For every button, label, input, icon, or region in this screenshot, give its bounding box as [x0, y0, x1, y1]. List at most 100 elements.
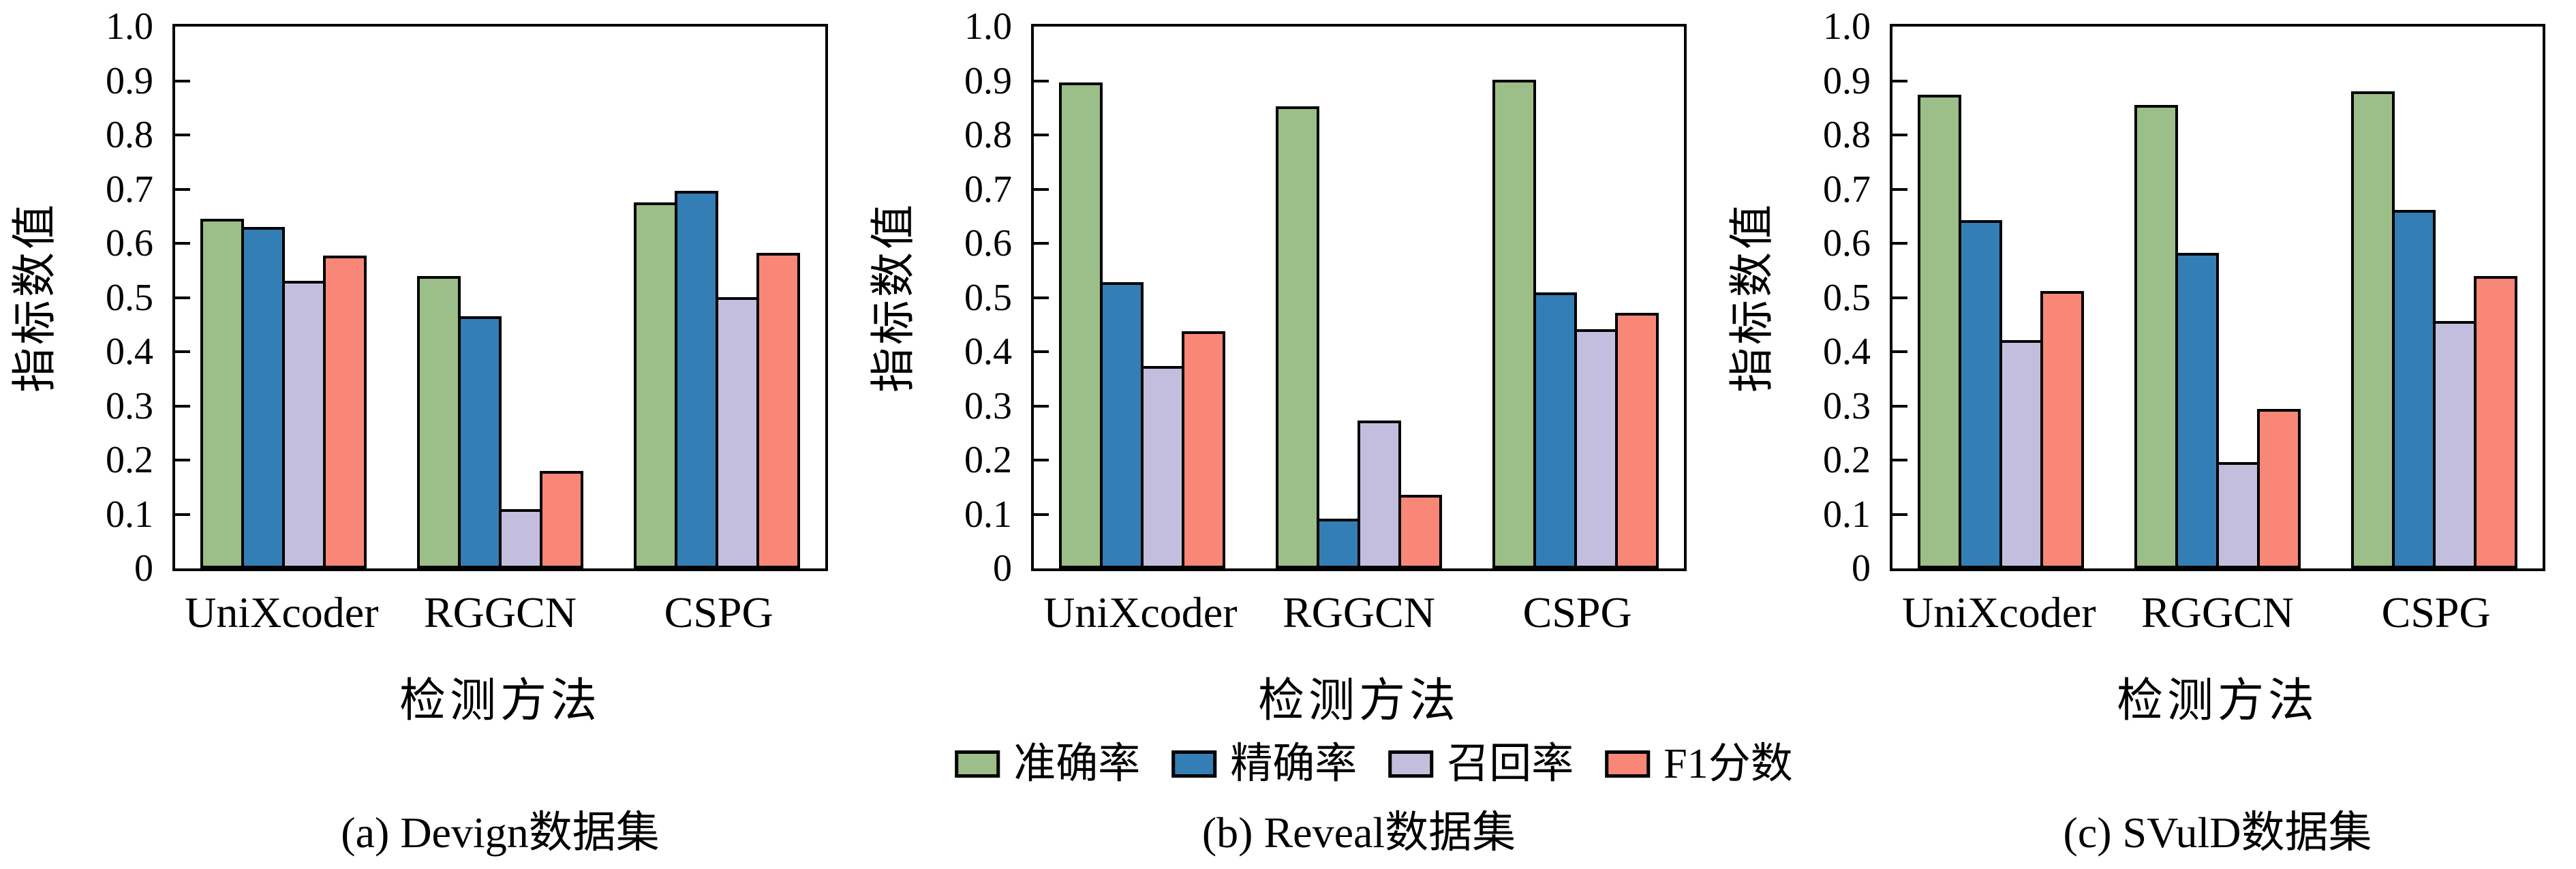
y-tick-label: 0.4: [964, 331, 1012, 373]
legend-item-f1: F1分数: [1605, 741, 1793, 787]
y-tick-label: 0.4: [106, 331, 153, 373]
x-tick-label: UniXcoder: [1902, 588, 2096, 637]
bar-UniXcoder-准确率: [1059, 82, 1103, 568]
y-tick-label: 0.6: [106, 222, 153, 264]
y-tick-mark: [175, 513, 190, 516]
bar-RGGCN-召回率: [1358, 421, 1401, 568]
y-tick-labels: 1.0 0.9 0.8 0.7 0.6 0.5 0.4 0.3 0.2 0.1 0: [1717, 0, 1871, 613]
y-tick-mark: [1892, 404, 1907, 408]
x-tick-label: UniXcoder: [1043, 588, 1238, 637]
bar-UniXcoder-精确率: [1959, 220, 2002, 568]
panel-caption: (c) SVulD数据集: [2063, 808, 2372, 857]
bar-UniXcoder-F1分数: [323, 256, 367, 568]
bar-UniXcoder-召回率: [1141, 366, 1184, 568]
y-tick-label: 0.3: [106, 384, 153, 427]
y-tick-labels: 1.0 0.9 0.8 0.7 0.6 0.5 0.4 0.3 0.2 0.1 0: [859, 0, 1012, 613]
y-tick-label: 0.2: [1823, 439, 1871, 481]
x-tick-label: RGGCN: [1282, 588, 1436, 637]
bar-RGGCN-F1分数: [2257, 409, 2301, 568]
y-tick-label: 0.9: [964, 59, 1012, 102]
bar-RGGCN-召回率: [2216, 462, 2260, 568]
legend-label-recall: 召回率: [1447, 741, 1574, 787]
panel-svuld: 指标数值 1.0 0.9 0.8 0.7 0.6 0.5 0.4 0.3 0.2 0.1 0 Uni…: [1717, 0, 2576, 869]
y-tick-label: 0.8: [964, 114, 1012, 156]
bar-UniXcoder-F1分数: [1182, 331, 1225, 568]
bar-CSPG-召回率: [2433, 321, 2477, 568]
y-tick-label: 0.7: [106, 168, 153, 211]
y-tick-label: 0: [134, 547, 153, 590]
y-tick-label: 0.7: [1823, 168, 1871, 211]
bar-UniXcoder-精确率: [1100, 282, 1144, 568]
plot-area: [172, 24, 828, 571]
legend-swatch-f1: [1605, 750, 1651, 778]
legend-item-recall: 召回率: [1388, 743, 1574, 785]
bar-RGGCN-准确率: [1276, 106, 1319, 568]
y-tick-mark: [1034, 350, 1049, 353]
x-tick-label: RGGCN: [423, 588, 577, 637]
y-tick-label: 1.0: [106, 5, 153, 48]
y-tick-labels: 1.0 0.9 0.8 0.7 0.6 0.5 0.4 0.3 0.2 0.1 0: [0, 0, 153, 613]
y-tick-label: 0.4: [1823, 331, 1871, 373]
y-tick-label: 0.8: [106, 114, 153, 156]
bar-CSPG-精确率: [2392, 210, 2436, 568]
x-axis-label: 检测方法: [1257, 675, 1460, 727]
bar-RGGCN-F1分数: [540, 471, 583, 568]
y-tick-mark: [175, 134, 190, 136]
panel-reveal: 指标数值 1.0 0.9 0.8 0.7 0.6 0.5 0.4 0.3 0.2 0.1 0 Uni…: [859, 0, 1717, 869]
y-tick-mark: [175, 459, 190, 461]
y-tick-mark: [1034, 404, 1049, 408]
bar-CSPG-准确率: [634, 202, 677, 568]
y-tick-mark: [1892, 296, 1907, 299]
bar-CSPG-准确率: [1492, 80, 1536, 568]
y-tick-label: 0.8: [1823, 114, 1871, 156]
y-tick-mark: [1034, 296, 1049, 299]
y-tick-label: 0.6: [964, 222, 1012, 264]
x-axis-label: 检测方法: [399, 675, 601, 727]
bar-CSPG-F1分数: [1615, 313, 1659, 568]
x-tick-label: UniXcoder: [185, 588, 379, 637]
bar-UniXcoder-准确率: [1918, 95, 1961, 568]
y-tick-mark: [1034, 187, 1049, 191]
bar-UniXcoder-召回率: [282, 281, 326, 568]
y-tick-mark: [1892, 187, 1907, 191]
y-tick-label: 0.2: [964, 439, 1012, 481]
x-tick-label: CSPG: [1522, 588, 1632, 637]
y-tick-label: 0.7: [964, 168, 1012, 211]
y-tick-label: 0.2: [106, 439, 153, 481]
bar-RGGCN-精确率: [2175, 253, 2219, 568]
bar-CSPG-召回率: [716, 297, 759, 568]
y-tick-mark: [1034, 79, 1049, 82]
bar-UniXcoder-准确率: [200, 219, 244, 568]
x-axis-label: 检测方法: [2116, 675, 2318, 727]
x-tick-labels: UniXcoder RGGCN CSPG: [172, 588, 828, 637]
y-tick-label: 1.0: [964, 5, 1012, 48]
y-tick-label: 0.5: [106, 276, 153, 319]
x-tick-labels: UniXcoder RGGCN CSPG: [1031, 588, 1687, 637]
y-tick-label: 0.9: [106, 59, 153, 102]
bar-CSPG-精确率: [1533, 292, 1577, 568]
y-tick-label: 0.1: [1823, 493, 1871, 536]
y-tick-mark: [1892, 79, 1907, 82]
y-tick-label: 0: [1852, 547, 1871, 590]
legend-swatch-accuracy: [955, 750, 1000, 778]
y-tick-mark: [175, 187, 190, 191]
bar-RGGCN-召回率: [499, 509, 542, 568]
legend-item-precision: 精确率: [1171, 743, 1357, 785]
bar-UniXcoder-精确率: [241, 227, 285, 568]
legend-label-f1: F1分数: [1663, 741, 1793, 787]
bar-CSPG-精确率: [675, 191, 718, 568]
y-tick-mark: [1034, 242, 1049, 245]
y-tick-label: 0.5: [964, 276, 1012, 319]
y-tick-label: 0.5: [1823, 276, 1871, 319]
legend-label-accuracy: 准确率: [1013, 741, 1141, 787]
x-tick-label: CSPG: [2381, 588, 2491, 637]
x-tick-label: CSPG: [664, 588, 773, 637]
bar-RGGCN-精确率: [1317, 519, 1360, 568]
y-tick-mark: [175, 242, 190, 245]
x-tick-labels: UniXcoder RGGCN CSPG: [1890, 588, 2545, 637]
x-tick-label: RGGCN: [2141, 588, 2295, 637]
y-tick-label: 0.6: [1823, 222, 1871, 264]
y-tick-label: 0.1: [106, 493, 153, 536]
bar-RGGCN-F1分数: [1398, 495, 1442, 568]
y-tick-label: 0: [993, 547, 1012, 590]
